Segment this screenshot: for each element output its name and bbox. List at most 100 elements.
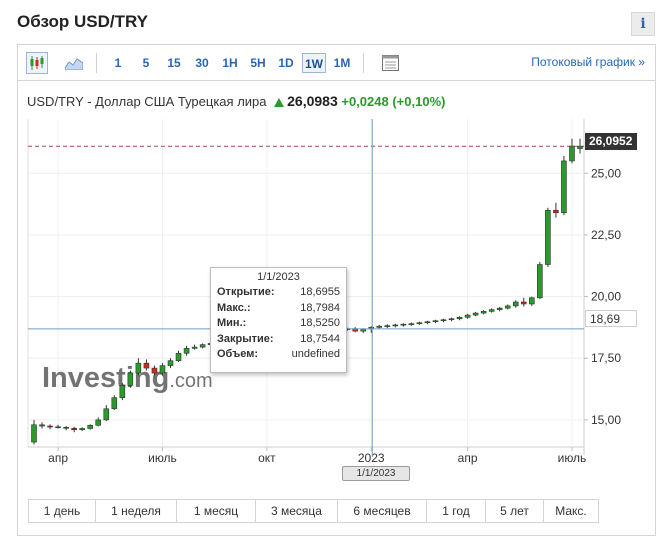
candle-body — [47, 425, 53, 428]
candle-body — [119, 385, 126, 398]
candle-body — [384, 325, 391, 327]
candle-body — [448, 318, 455, 321]
investing-watermark: Investing.com — [42, 362, 213, 394]
ohlc-tooltip: 1/1/2023 Открытие: 18,6955 Макс.: 18,7984 … — [210, 267, 347, 373]
candle-body — [183, 348, 190, 354]
tooltip-value: 18,5250 — [300, 317, 340, 329]
arrow-up-icon — [274, 98, 285, 107]
candle-body — [456, 316, 463, 320]
candle-body — [553, 209, 559, 214]
candle-body — [488, 309, 495, 312]
candle-body — [95, 419, 102, 426]
candle-body — [577, 145, 583, 149]
candle-body — [521, 301, 527, 305]
last-price-axis-label: 26,0952 — [585, 133, 637, 150]
tooltip-label: Мин.: — [217, 317, 247, 329]
tooltip-value: 18,7544 — [300, 332, 340, 345]
candle-body — [175, 352, 182, 361]
streaming-chart-link[interactable]: Потоковый график » — [531, 55, 645, 69]
y-tick-label: 25,00 — [591, 166, 621, 180]
x-tick-label: апр — [48, 451, 68, 465]
candle-body — [143, 362, 150, 369]
candle-body — [39, 424, 45, 427]
period-5h[interactable]: 5H — [250, 56, 266, 70]
chart-toolbar: 1 5 15 30 1H 5H 1D 1W 1M Потоковый графи… — [18, 45, 655, 81]
candle-body — [87, 424, 93, 429]
candle-body — [400, 323, 407, 326]
range-1-day[interactable]: 1 день — [29, 500, 96, 522]
tooltip-row: Открытие: 18,6955 — [217, 285, 340, 301]
tooltip-label: Макс.: — [217, 301, 251, 314]
tooltip-value: 18,7984 — [300, 301, 340, 314]
tooltip-row: Объем: undefined — [217, 347, 340, 363]
range-max[interactable]: Макс. — [544, 500, 598, 522]
candle-body — [569, 145, 575, 162]
x-tick-label: апр — [458, 451, 478, 465]
last-price: 26,0983 — [287, 93, 338, 109]
candle-body — [561, 160, 567, 214]
candle-body — [135, 362, 142, 374]
candle-body — [376, 325, 383, 328]
range-3-months[interactable]: 3 месяца — [256, 500, 338, 522]
page-title: Обзор USD/TRY — [17, 12, 149, 31]
range-6-months[interactable]: 6 месяцев — [338, 500, 427, 522]
period-5[interactable]: 5 — [142, 56, 150, 70]
tooltip-value: 18,6955 — [300, 286, 340, 298]
candle-body — [392, 324, 399, 327]
candle-body — [432, 320, 439, 323]
price-change-percent: (+0,10%) — [392, 94, 446, 109]
range-1-year[interactable]: 1 год — [427, 500, 486, 522]
instrument-name: USD/TRY - Доллар США Турецкая лира — [27, 94, 267, 109]
period-1[interactable]: 1 — [114, 56, 122, 70]
tooltip-label: Закрытие: — [217, 332, 274, 345]
candle-body — [55, 426, 61, 429]
candle-body — [496, 307, 503, 310]
range-1-week[interactable]: 1 неделя — [96, 500, 177, 522]
candle-body — [127, 372, 134, 386]
candle-body — [440, 319, 447, 322]
candle-body — [416, 322, 423, 325]
candle-body — [537, 264, 543, 299]
tooltip-label: Объем: — [217, 348, 258, 360]
crosshair-price-label: 18,69 — [585, 310, 637, 327]
area-chart-icon[interactable] — [63, 52, 85, 74]
range-selector: 1 день 1 неделя 1 месяц 3 месяца 6 месяц… — [28, 499, 599, 523]
candle-body — [103, 408, 110, 421]
candle-body — [464, 314, 471, 318]
candle-body — [79, 428, 85, 431]
tooltip-value: undefined — [291, 348, 340, 360]
y-tick-label: 22,50 — [591, 228, 621, 242]
range-1-month[interactable]: 1 месяц — [177, 500, 256, 522]
candle-body — [111, 397, 118, 410]
crosshair-date-label: 1/1/2023 — [342, 466, 410, 481]
candle-body — [408, 323, 415, 325]
x-tick-label: июль — [558, 451, 587, 465]
candle-body — [31, 424, 37, 443]
x-tick-label: окт — [258, 451, 276, 465]
range-5-years[interactable]: 5 лет — [486, 500, 544, 522]
chart-widget: 1 5 15 30 1H 5H 1D 1W 1M Потоковый графи… — [17, 44, 656, 536]
candle-body — [159, 365, 166, 374]
candle-body — [71, 427, 77, 431]
period-15[interactable]: 15 — [167, 56, 181, 70]
candle-body — [151, 367, 158, 374]
info-icon[interactable]: i — [631, 12, 655, 36]
period-1w[interactable]: 1W — [302, 53, 326, 73]
tooltip-row: Мин.: 18,5250 — [217, 316, 340, 332]
candle-body — [480, 311, 487, 314]
candle-body — [167, 360, 174, 366]
y-tick-label: 15,00 — [591, 413, 621, 427]
candle-body — [424, 321, 431, 324]
period-1m[interactable]: 1M — [333, 56, 351, 70]
candle-body — [512, 301, 519, 307]
period-30[interactable]: 30 — [195, 56, 209, 70]
candlestick-icon[interactable] — [26, 52, 48, 74]
period-1h[interactable]: 1H — [222, 56, 238, 70]
candle-body — [199, 344, 206, 348]
candle-body — [504, 305, 511, 309]
x-tick-label: июль — [148, 451, 177, 465]
candle-body — [545, 209, 551, 265]
period-1d[interactable]: 1D — [278, 56, 294, 70]
tooltip-row: Закрытие: 18,7544 — [217, 332, 340, 348]
table-icon[interactable] — [379, 52, 401, 74]
